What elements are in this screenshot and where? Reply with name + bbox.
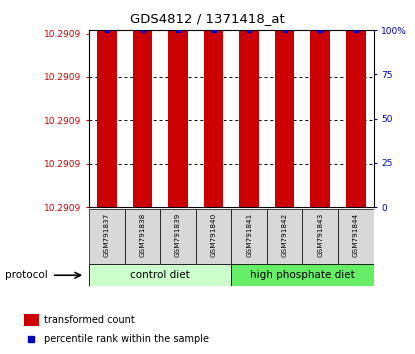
Bar <box>275 0 294 207</box>
Text: GSM791839: GSM791839 <box>175 213 181 257</box>
Bar <box>303 209 338 264</box>
Bar <box>89 264 232 286</box>
Text: percentile rank within the sample: percentile rank within the sample <box>44 334 209 344</box>
Bar <box>196 209 232 264</box>
Text: high phosphate diet: high phosphate diet <box>250 270 355 280</box>
Bar <box>267 209 303 264</box>
Text: GDS4812 / 1371418_at: GDS4812 / 1371418_at <box>130 12 285 25</box>
Bar <box>310 0 330 207</box>
Bar <box>338 209 374 264</box>
Bar <box>232 264 374 286</box>
Text: GSM791838: GSM791838 <box>139 213 146 257</box>
Bar <box>239 0 259 207</box>
Text: GSM791840: GSM791840 <box>210 213 217 257</box>
Bar <box>232 209 267 264</box>
Bar <box>133 0 152 207</box>
Text: control diet: control diet <box>130 270 190 280</box>
Bar <box>125 209 160 264</box>
Text: GSM791844: GSM791844 <box>353 213 359 257</box>
Bar <box>24 314 39 326</box>
Bar <box>97 0 117 207</box>
Bar <box>89 209 125 264</box>
Text: GSM791841: GSM791841 <box>246 213 252 257</box>
Bar <box>160 209 196 264</box>
Text: protocol: protocol <box>5 270 48 280</box>
Text: transformed count: transformed count <box>44 315 135 325</box>
Text: GSM791837: GSM791837 <box>104 213 110 257</box>
Bar <box>168 0 188 207</box>
Text: GSM791843: GSM791843 <box>317 213 323 257</box>
Bar <box>204 0 223 207</box>
Bar <box>346 0 366 207</box>
Text: GSM791842: GSM791842 <box>282 213 288 257</box>
